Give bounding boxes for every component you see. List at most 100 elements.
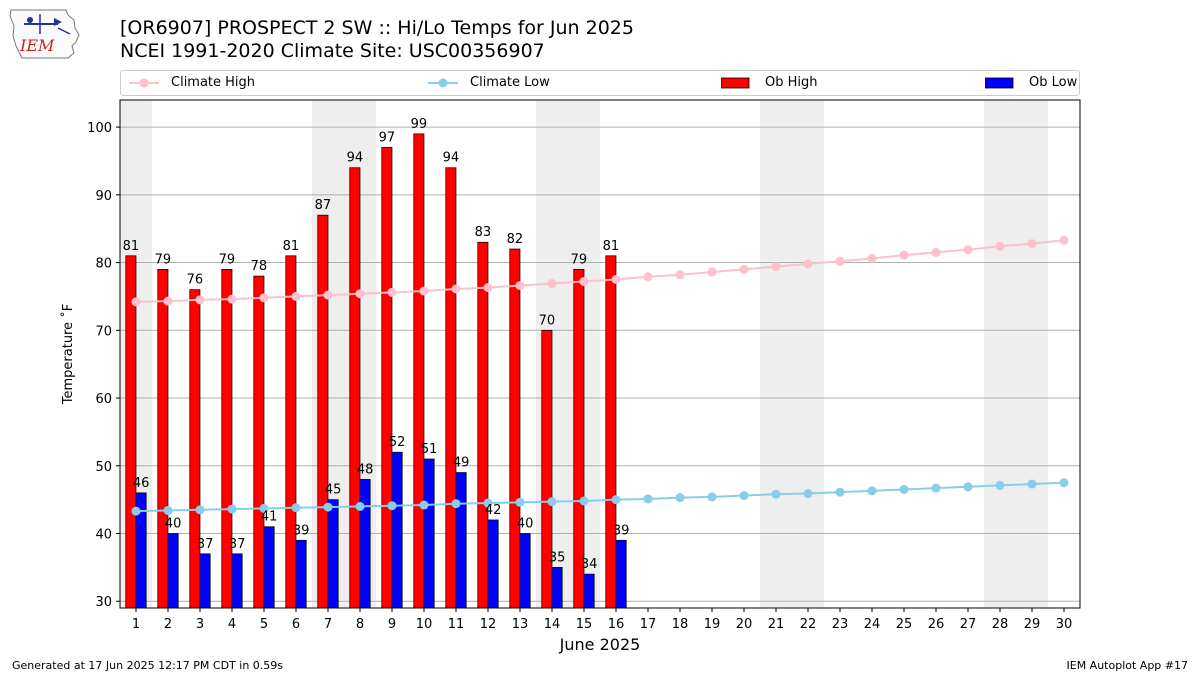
ob-high-label: 87: [315, 198, 332, 213]
y-tick-label: 60: [95, 392, 112, 407]
climate-high-point: [579, 277, 589, 287]
weekend-shade: [760, 100, 792, 608]
x-tick-label: 5: [260, 617, 268, 632]
ob-high-bar: [413, 133, 425, 609]
footer-generated: Generated at 17 Jun 2025 12:17 PM CDT in…: [12, 659, 284, 672]
x-tick-label: 8: [356, 617, 364, 632]
y-tick-label: 40: [95, 527, 112, 542]
ob-high-label: 79: [219, 252, 236, 267]
climate-high-point: [227, 294, 237, 304]
climate-low-point: [419, 500, 429, 510]
plot-frame: [119, 99, 1081, 609]
climate-low-point: [963, 482, 973, 492]
climate-low-swatch: [428, 78, 458, 88]
climate-low-point: [227, 504, 237, 514]
ob-high-label: 79: [571, 252, 588, 267]
ob-high-bar: [285, 255, 297, 609]
ob-high-label: 83: [475, 225, 492, 240]
climate-high-point: [483, 283, 493, 293]
x-tick-label: 25: [896, 617, 913, 632]
ob-high-label: 81: [603, 239, 620, 254]
climate-high-point: [355, 289, 365, 299]
ob-low-bar: [263, 526, 275, 609]
climate-high-line: [135, 239, 1065, 303]
climate-low-point: [1027, 479, 1037, 489]
climate-low-line: [135, 481, 1065, 513]
y-tick-label: 90: [95, 189, 112, 204]
x-tick-label: 30: [1056, 617, 1073, 632]
x-tick-label: 11: [448, 617, 465, 632]
ob-low-swatch: [985, 77, 1014, 89]
climate-high-point: [867, 253, 877, 263]
x-tick-label: 16: [608, 617, 625, 632]
climate-high-point: [291, 291, 301, 301]
climate-high-point: [515, 281, 525, 291]
legend-label: Climate High: [171, 75, 256, 90]
x-tick-label: 14: [544, 617, 561, 632]
climate-low-point: [643, 494, 653, 504]
x-tick-label: 9: [388, 617, 396, 632]
ob-low-bar: [199, 553, 211, 609]
ob-high-label: 79: [155, 252, 172, 267]
x-tick-label: 28: [992, 617, 1009, 632]
ob-high-label: 81: [123, 239, 140, 254]
climate-high-point: [1027, 239, 1037, 249]
legend-label: Ob Low: [1029, 75, 1078, 90]
x-tick-label: 18: [672, 617, 689, 632]
climate-low-point: [1059, 478, 1069, 488]
climate-low-point: [899, 484, 909, 494]
ob-low-label: 48: [357, 462, 374, 477]
ob-high-bar: [605, 255, 617, 609]
climate-high-point: [675, 270, 685, 280]
logo-text: IEM: [19, 36, 55, 55]
ob-high-bar: [477, 241, 489, 609]
ob-high-bar: [349, 167, 361, 609]
ob-low-label: 52: [389, 435, 406, 450]
x-tick-label: 12: [480, 617, 497, 632]
x-tick-label: 21: [768, 617, 785, 632]
ob-low-bar: [583, 573, 595, 609]
climate-low-point: [995, 480, 1005, 490]
weekend-shade: [984, 100, 1016, 608]
ob-high-bar: [253, 275, 265, 609]
climate-low-point: [387, 501, 397, 511]
x-tick-label: 1: [132, 617, 140, 632]
x-tick-label: 4: [228, 617, 236, 632]
ob-low-bar: [295, 539, 307, 609]
x-tick-label: 20: [736, 617, 753, 632]
ob-high-bar: [157, 268, 169, 609]
x-tick-label: 27: [960, 617, 977, 632]
ob-high-bar: [221, 268, 233, 609]
y-tick-label: 30: [95, 595, 112, 610]
climate-high-point: [899, 250, 909, 260]
legend-label: Ob High: [765, 75, 818, 90]
ob-low-bar: [487, 519, 499, 609]
y-tick-label: 80: [95, 257, 112, 272]
ob-high-bar: [125, 255, 137, 609]
ob-high-label: 97: [379, 130, 396, 145]
ob-low-label: 41: [261, 510, 278, 525]
x-tick-label: 19: [704, 617, 721, 632]
ob-low-bar: [615, 539, 627, 609]
climate-low-point: [579, 496, 589, 506]
climate-low-point: [291, 503, 301, 513]
ob-low-label: 39: [613, 523, 630, 538]
x-tick-label: 6: [292, 617, 300, 632]
ob-high-label: 94: [443, 151, 460, 166]
ob-low-bar: [423, 458, 435, 609]
x-tick-label: 10: [416, 617, 433, 632]
ob-high-label: 81: [283, 239, 300, 254]
x-tick-label: 7: [324, 617, 332, 632]
climate-high-point: [131, 297, 141, 307]
ob-high-bar: [189, 289, 201, 609]
ob-high-bar: [317, 214, 329, 609]
ob-low-label: 40: [517, 516, 534, 531]
climate-low-point: [707, 492, 717, 502]
ob-low-label: 42: [485, 503, 502, 518]
climate-high-point: [1059, 235, 1069, 245]
ob-low-label: 51: [421, 442, 438, 457]
x-tick-label: 22: [800, 617, 817, 632]
legend-label: Climate Low: [470, 75, 550, 90]
climate-low-point: [163, 505, 173, 515]
climate-high-point: [643, 272, 653, 282]
